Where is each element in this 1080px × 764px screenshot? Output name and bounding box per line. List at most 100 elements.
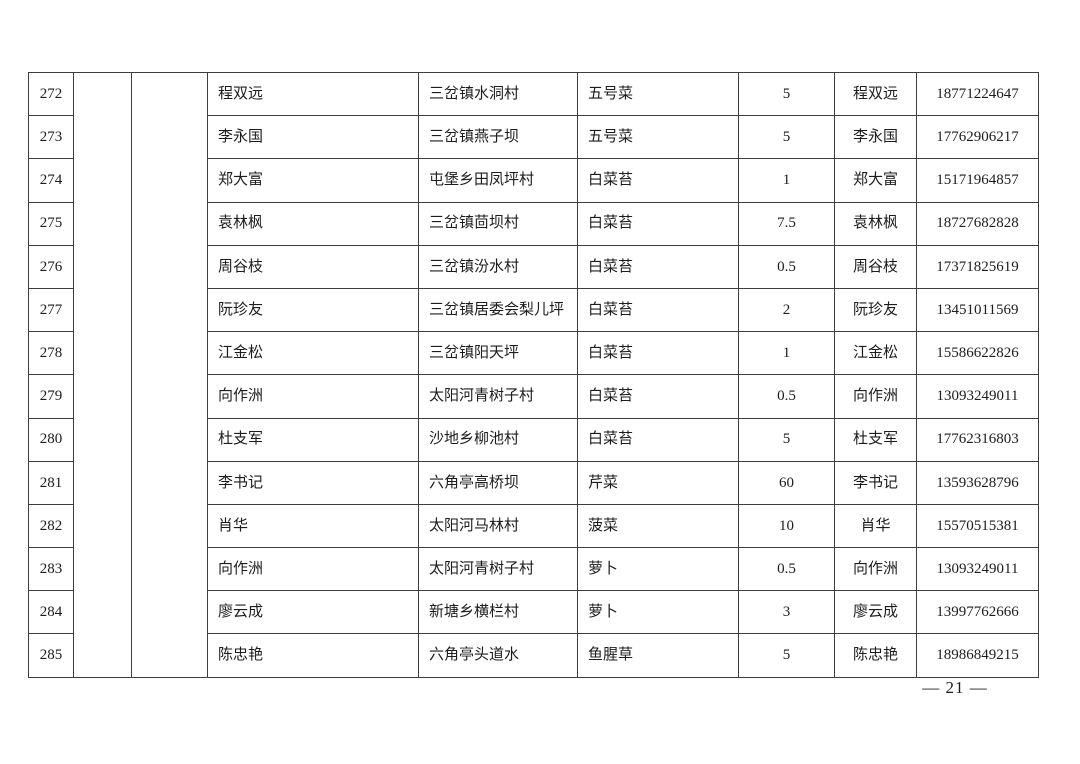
- table-body: 272 程双远 三岔镇水洞村 五号菜 5 程双远 18771224647 273 李永国 三岔镇燕…: [28, 71, 1039, 678]
- quantity-cell: 1: [738, 158, 835, 203]
- row-index-cell: 281: [28, 460, 74, 505]
- quantity-cell: 0.5: [738, 374, 835, 419]
- quantity-cell: 0.5: [738, 244, 835, 289]
- phone-number-cell: 13997762666: [916, 590, 1039, 635]
- quantity-cell: 3: [738, 590, 835, 635]
- contact-name-cell: 郑大富: [834, 158, 917, 203]
- grower-name-cell: 袁林枫: [207, 201, 419, 246]
- village-cell: 太阳河马林村: [418, 503, 578, 549]
- quantity-cell: 5: [738, 633, 835, 678]
- village-cell: 太阳河青树子村: [418, 374, 578, 419]
- row-index-cell: 275: [28, 201, 74, 246]
- contact-name-cell: 向作洲: [834, 374, 917, 419]
- row-index-cell: 276: [28, 244, 74, 289]
- row-index-cell: 280: [28, 417, 74, 462]
- grower-name-cell: 江金松: [207, 331, 419, 376]
- vegetable-cell: 白菜苔: [577, 158, 739, 203]
- table-row: 284 廖云成 新塘乡横栏村 萝卜 3 廖云成 13997762666: [28, 590, 1039, 635]
- table-row: 277 阮珍友 三岔镇居委会梨儿坪 白菜苔 2 阮珍友 13451011569: [28, 287, 1039, 333]
- village-cell: 太阳河青树子村: [418, 547, 578, 592]
- vegetable-cell: 白菜苔: [577, 417, 739, 462]
- phone-number-cell: 15570515381: [916, 503, 1039, 549]
- quantity-cell: 2: [738, 287, 835, 333]
- contact-name-cell: 周谷枝: [834, 244, 917, 289]
- village-cell: 三岔镇汾水村: [418, 244, 578, 289]
- vegetable-cell: 菠菜: [577, 503, 739, 549]
- grower-name-cell: 廖云成: [207, 590, 419, 635]
- phone-number-cell: 15171964857: [916, 158, 1039, 203]
- phone-number-cell: 13093249011: [916, 547, 1039, 592]
- grower-name-cell: 向作洲: [207, 374, 419, 419]
- village-cell: 三岔镇阳天坪: [418, 331, 578, 376]
- row-index-cell: 277: [28, 287, 74, 333]
- contact-name-cell: 程双远: [834, 71, 917, 117]
- table-row: 278 江金松 三岔镇阳天坪 白菜苔 1 江金松 15586622826: [28, 331, 1039, 376]
- contact-name-cell: 袁林枫: [834, 201, 917, 246]
- row-index-cell: 272: [28, 71, 74, 117]
- vegetable-cell: 五号菜: [577, 115, 739, 160]
- merged-empty-cell: [131, 72, 208, 678]
- grower-name-cell: 周谷枝: [207, 244, 419, 289]
- village-cell: 六角亭高桥坝: [418, 460, 578, 505]
- contact-name-cell: 阮珍友: [834, 287, 917, 333]
- grower-name-cell: 阮珍友: [207, 287, 419, 333]
- vegetable-cell: 白菜苔: [577, 201, 739, 246]
- quantity-cell: 5: [738, 115, 835, 160]
- grower-name-cell: 程双远: [207, 71, 419, 117]
- quantity-cell: 0.5: [738, 547, 835, 592]
- table-row: 274 郑大富 屯堡乡田凤坪村 白菜苔 1 郑大富 15171964857: [28, 158, 1039, 203]
- grower-name-cell: 陈忠艳: [207, 633, 419, 678]
- table-row: 285 陈忠艳 六角亭头道水 鱼腥草 5 陈忠艳 18986849215: [28, 633, 1039, 678]
- grower-name-cell: 李永国: [207, 115, 419, 160]
- table-row: 281 李书记 六角亭高桥坝 芹菜 60 李书记 13593628796: [28, 460, 1039, 505]
- phone-number-cell: 15586622826: [916, 331, 1039, 376]
- vegetable-cell: 白菜苔: [577, 331, 739, 376]
- quantity-cell: 7.5: [738, 201, 835, 246]
- village-cell: 屯堡乡田凤坪村: [418, 158, 578, 203]
- row-index-cell: 283: [28, 547, 74, 592]
- phone-number-cell: 13593628796: [916, 460, 1039, 505]
- table-row: 273 李永国 三岔镇燕子坝 五号菜 5 李永国 17762906217: [28, 115, 1039, 160]
- vegetable-cell: 白菜苔: [577, 287, 739, 333]
- produce-registry-table: 272 程双远 三岔镇水洞村 五号菜 5 程双远 18771224647 273 李永国 三岔镇燕…: [28, 71, 1039, 678]
- table-row: 275 袁林枫 三岔镇茴坝村 白菜苔 7.5 袁林枫 18727682828: [28, 201, 1039, 246]
- row-index-cell: 273: [28, 115, 74, 160]
- vegetable-cell: 白菜苔: [577, 374, 739, 419]
- row-index-cell: 282: [28, 503, 74, 549]
- grower-name-cell: 李书记: [207, 460, 419, 505]
- row-index-cell: 279: [28, 374, 74, 419]
- row-index-cell: 285: [28, 633, 74, 678]
- grower-name-cell: 向作洲: [207, 547, 419, 592]
- contact-name-cell: 陈忠艳: [834, 633, 917, 678]
- contact-name-cell: 李永国: [834, 115, 917, 160]
- vegetable-cell: 芹菜: [577, 460, 739, 505]
- phone-number-cell: 18727682828: [916, 201, 1039, 246]
- contact-name-cell: 李书记: [834, 460, 917, 505]
- vegetable-cell: 白菜苔: [577, 244, 739, 289]
- phone-number-cell: 13451011569: [916, 287, 1039, 333]
- village-cell: 三岔镇燕子坝: [418, 115, 578, 160]
- table-row: 272 程双远 三岔镇水洞村 五号菜 5 程双远 18771224647: [28, 71, 1039, 678]
- grower-name-cell: 杜支军: [207, 417, 419, 462]
- grower-name-cell: 郑大富: [207, 158, 419, 203]
- row-index-cell: 278: [28, 331, 74, 376]
- phone-number-cell: 17762906217: [916, 115, 1039, 160]
- village-cell: 三岔镇茴坝村: [418, 201, 578, 246]
- contact-name-cell: 肖华: [834, 503, 917, 549]
- vegetable-cell: 萝卜: [577, 547, 739, 592]
- phone-number-cell: 17371825619: [916, 244, 1039, 289]
- table-row: 282 肖华 太阳河马林村 菠菜 10 肖华 15570515381: [28, 503, 1039, 549]
- page-number: — 21 —: [885, 678, 1025, 698]
- village-cell: 六角亭头道水: [418, 633, 578, 678]
- page-number-text: — 21 —: [922, 678, 988, 697]
- village-cell: 新塘乡横栏村: [418, 590, 578, 635]
- table-row: 283 向作洲 太阳河青树子村 萝卜 0.5 向作洲 13093249011: [28, 547, 1039, 592]
- village-cell: 沙地乡柳池村: [418, 417, 578, 462]
- village-cell: 三岔镇居委会梨儿坪: [418, 287, 578, 333]
- row-index-cell: 274: [28, 158, 74, 203]
- quantity-cell: 1: [738, 331, 835, 376]
- contact-name-cell: 向作洲: [834, 547, 917, 592]
- quantity-cell: 60: [738, 460, 835, 505]
- merged-empty-cell: [73, 72, 132, 678]
